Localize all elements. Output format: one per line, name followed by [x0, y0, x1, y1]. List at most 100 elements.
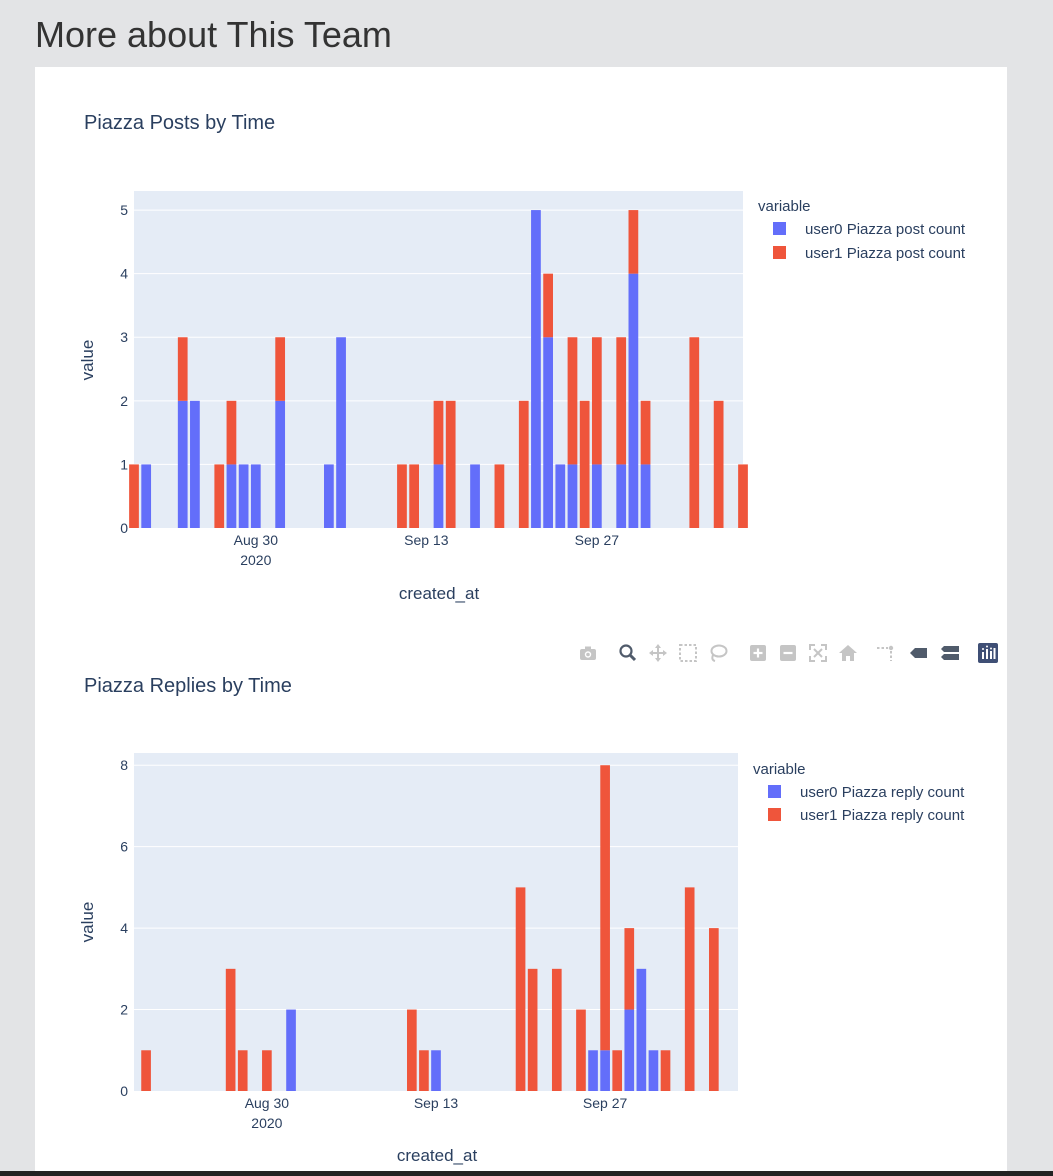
legend-item: user0 Piazza post count [805, 221, 966, 238]
zoom-icon[interactable] [618, 643, 638, 663]
hover-compare-icon[interactable] [938, 643, 959, 663]
page-title: More about This Team [35, 14, 392, 55]
y-tick-label: 3 [120, 329, 128, 345]
legend-swatch [768, 785, 781, 798]
y-tick-label: 2 [120, 393, 128, 409]
autoscale-icon[interactable] [808, 643, 828, 663]
bar-user1 [567, 337, 578, 465]
x-axis-label: created_at [397, 1146, 478, 1165]
pan-icon[interactable] [648, 643, 668, 663]
camera-icon[interactable] [578, 643, 598, 663]
bar-user0 [628, 273, 639, 528]
bar-user1 [445, 400, 456, 528]
bar-user1 [419, 1050, 429, 1091]
bar-user0 [624, 1009, 635, 1091]
bar-user1 [628, 210, 639, 274]
bar-user0 [640, 464, 651, 528]
bar-user1 [433, 400, 444, 465]
bar-user0 [141, 464, 152, 528]
bar-user0 [543, 337, 553, 528]
y-tick-label: 1 [120, 456, 128, 472]
legend-title: variable [758, 198, 811, 215]
bar-user1 [660, 1050, 671, 1091]
bar-user0 [648, 1050, 659, 1091]
legend-item: user1 Piazza post count [805, 245, 966, 262]
lasso-icon[interactable] [708, 643, 728, 663]
legend-title: variable [753, 761, 806, 778]
hover-closest-icon[interactable] [908, 643, 928, 663]
bar-user1 [591, 337, 602, 465]
bar-user1 [275, 337, 286, 401]
x-tick-label: Sep 27 [575, 532, 620, 548]
bar-user1 [262, 1050, 272, 1091]
bar-user1 [576, 1009, 586, 1091]
bar-user0 [336, 337, 346, 528]
bar-user0 [567, 464, 578, 528]
x-tick-label: Aug 30 [245, 1095, 290, 1111]
bar-user1 [709, 928, 719, 1091]
y-tick-label: 6 [120, 839, 128, 855]
bar-user1 [684, 887, 695, 1091]
bar-user0 [616, 464, 627, 528]
box-select-icon[interactable] [678, 643, 698, 663]
x-tick-label: Aug 30 [234, 532, 279, 548]
bar-user1 [141, 1050, 151, 1091]
chart-title: Piazza Posts by Time [84, 112, 275, 134]
bar-user1 [214, 464, 225, 528]
bar-user1 [624, 928, 635, 1010]
reset-axes-icon[interactable] [838, 643, 858, 663]
y-tick-label: 4 [120, 266, 128, 282]
bar-user1 [543, 273, 553, 338]
bar-user1 [494, 464, 505, 528]
bar-user0 [226, 464, 237, 528]
bar-user1 [225, 968, 236, 1091]
bar-user0 [190, 400, 200, 528]
legend-swatch [768, 808, 781, 821]
bar-user1 [579, 400, 590, 528]
x-axis-label: created_at [399, 584, 480, 603]
plotly-logo-icon[interactable] [978, 643, 998, 663]
bar-user1 [407, 1009, 417, 1091]
bar-user0 [591, 464, 602, 528]
zoom-out-icon[interactable] [778, 643, 798, 663]
y-tick-label: 8 [120, 757, 128, 773]
bar-user1 [527, 968, 538, 1091]
bar-user1 [551, 968, 562, 1091]
bar-user0 [286, 1009, 296, 1091]
bar-user1 [397, 464, 407, 528]
legend-swatch [773, 222, 786, 235]
y-tick-label: 2 [120, 1002, 128, 1018]
bar-user0 [600, 1050, 610, 1091]
x-tick-label: Sep 13 [414, 1095, 459, 1111]
bar-user0 [433, 464, 444, 528]
bar-user1 [409, 464, 420, 528]
x-tick-label: Sep 13 [404, 532, 449, 548]
x-tick-year: 2020 [251, 1115, 282, 1131]
spike-lines-icon[interactable] [875, 643, 895, 663]
bar-user1 [226, 400, 237, 465]
posts-chart[interactable]: 0 1 2 3 4 5 Aug 30 Sep 13 Sep 27 2020 Piazza Posts… [0, 0, 1053, 620]
bar-user1 [237, 1050, 248, 1091]
x-tick-label: Sep 27 [583, 1095, 628, 1111]
bar-user1 [640, 400, 651, 465]
plot-area [134, 753, 738, 1091]
y-tick-label: 4 [120, 920, 128, 936]
bar-user0 [177, 400, 188, 528]
bar-user1 [738, 464, 748, 528]
bar-user0 [431, 1050, 441, 1091]
zoom-in-icon[interactable] [748, 643, 768, 663]
y-axis-label: value [78, 902, 97, 943]
legend-item: user0 Piazza reply count [800, 784, 965, 801]
bar-user0 [588, 1050, 598, 1091]
bar-user1 [515, 887, 526, 1091]
bar-user0 [275, 400, 286, 528]
y-axis-label: value [78, 340, 97, 381]
x-tick-year: 2020 [240, 552, 271, 568]
bar-user1 [518, 400, 529, 528]
bar-user0 [250, 464, 261, 528]
y-tick-label: 0 [120, 1083, 128, 1099]
bar-user1 [129, 464, 139, 528]
bar-user1 [689, 337, 700, 528]
bar-user1 [600, 765, 610, 1051]
